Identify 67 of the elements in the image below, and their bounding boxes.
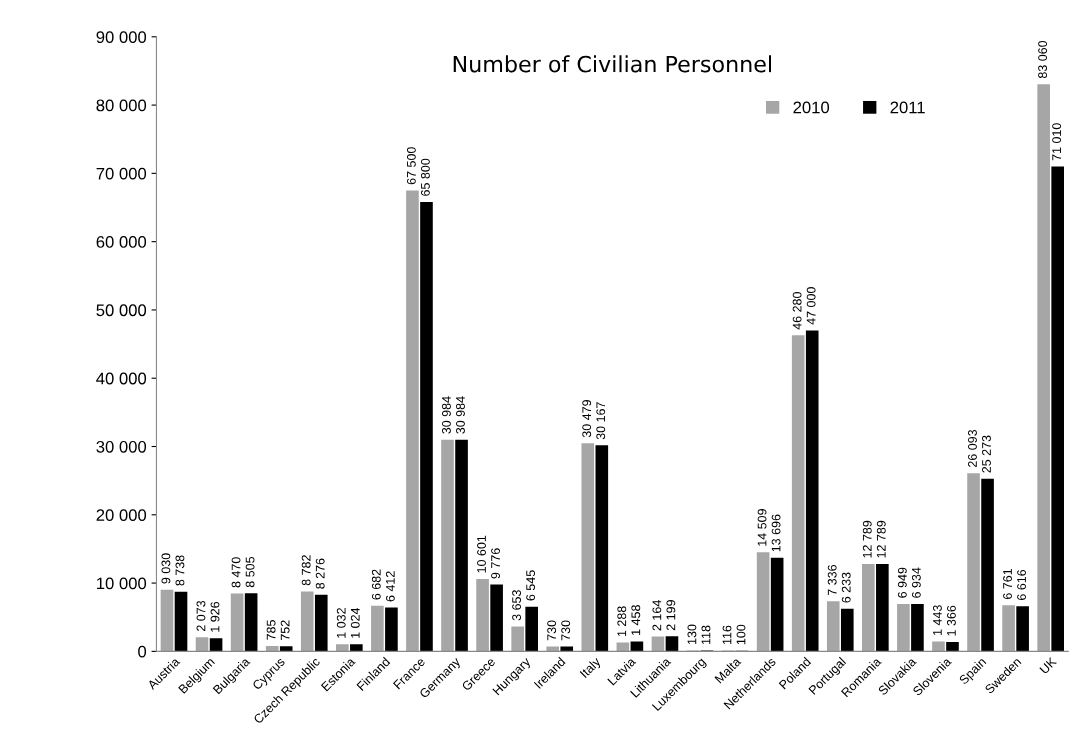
- x-tick-label: UK: [1039, 656, 1058, 675]
- y-tick-label: 40 000: [96, 372, 147, 385]
- data-label: 6 545: [526, 570, 536, 601]
- data-label: 130: [687, 624, 697, 644]
- data-label: 2 073: [196, 600, 206, 632]
- data-label: 30 984: [456, 396, 465, 434]
- data-label: 67 500: [406, 147, 416, 185]
- data-label: 7 336: [827, 564, 837, 596]
- data-label: 30 479: [582, 400, 592, 438]
- legend-label: 2011: [890, 101, 925, 114]
- data-label: 46 280: [792, 292, 802, 330]
- data-label: 8 782: [301, 555, 311, 586]
- text: Number of Civilian Personnel: [453, 55, 772, 73]
- data-label: 9 776: [491, 548, 500, 579]
- data-label: 1 024: [350, 607, 360, 638]
- data-label: 2 164: [652, 600, 662, 631]
- data-label: 65 800: [420, 158, 430, 196]
- x-tick-label: Italy: [579, 656, 604, 680]
- data-label: 8 470: [231, 557, 241, 588]
- data-label: 1 032: [336, 608, 346, 638]
- data-label: 6 934: [911, 567, 921, 598]
- y-tick-label: 70 000: [96, 167, 147, 180]
- data-label: 12 789: [876, 520, 886, 558]
- data-label: 116: [722, 625, 732, 645]
- data-label: 9 030: [161, 553, 171, 584]
- y-tick-label: 10 000: [97, 577, 147, 590]
- data-label: 12 789: [862, 520, 872, 558]
- data-label: 118: [701, 625, 711, 645]
- data-label: 83 060: [1038, 40, 1048, 79]
- data-label: 8 276: [315, 558, 325, 589]
- data-label: 8 505: [245, 556, 255, 588]
- data-label: 100: [736, 624, 746, 645]
- data-label: 3 653: [512, 590, 522, 621]
- data-label: 6 949: [897, 567, 907, 598]
- data-label: 2 199: [666, 600, 676, 631]
- data-label: 30 984: [442, 396, 451, 434]
- data-label: 47 000: [806, 287, 816, 325]
- data-label: 730: [547, 620, 557, 641]
- data-label: 1 458: [631, 605, 641, 635]
- data-label: 1 366: [946, 605, 956, 636]
- data-label: 8 738: [175, 555, 185, 586]
- data-label: 730: [561, 620, 571, 641]
- data-label: 1 443: [932, 605, 942, 635]
- data-label: 26 093: [968, 429, 977, 467]
- y-tick-label: 0: [138, 645, 147, 658]
- data-label: 1 926: [210, 601, 220, 632]
- data-label: 71 010: [1052, 123, 1062, 161]
- data-label: 6 412: [385, 571, 395, 602]
- data-label: 6 616: [1017, 569, 1026, 600]
- data-label: 6 761: [1003, 568, 1012, 599]
- y-tick-label: 20 000: [96, 509, 147, 521]
- data-label: 13 696: [771, 514, 781, 552]
- data-label: 14 509: [757, 509, 767, 546]
- data-label: 6 682: [371, 569, 381, 600]
- data-label: 1 288: [617, 606, 627, 637]
- y-tick-label: 30 000: [96, 440, 147, 453]
- y-tick-label: 90 000: [96, 31, 147, 43]
- data-label: 752: [280, 620, 290, 641]
- data-label: 6 233: [841, 572, 851, 603]
- y-tick-label: 50 000: [96, 304, 147, 317]
- data-label: 25 273: [982, 435, 991, 473]
- y-tick-label: 60 000: [96, 236, 147, 248]
- data-label: 785: [266, 620, 276, 640]
- legend-label: 2010: [793, 101, 830, 114]
- data-label: 10 601: [477, 535, 486, 573]
- data-label: 30 167: [596, 402, 606, 440]
- y-tick-label: 80 000: [96, 99, 147, 112]
